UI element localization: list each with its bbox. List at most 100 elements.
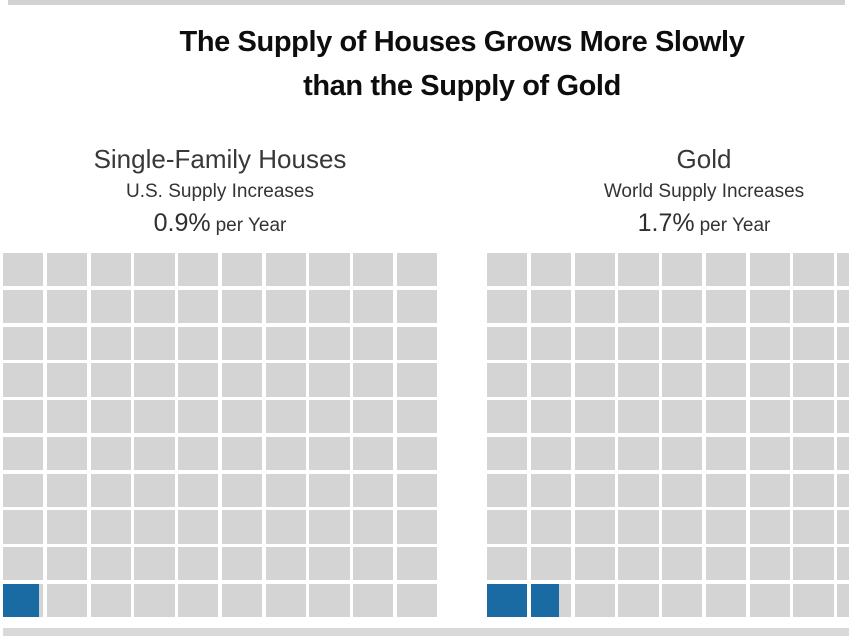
waffle-cell [134, 289, 175, 323]
waffle-cell [178, 289, 219, 323]
waffle-cell [487, 363, 528, 397]
waffle-cell [793, 253, 834, 287]
waffle-cell [574, 253, 615, 287]
waffle-cell [353, 436, 394, 470]
waffle-cell [837, 253, 849, 287]
panel-gold-subheading: World Supply Increases [603, 181, 805, 202]
waffle-cell [396, 363, 437, 397]
waffle-cell [221, 363, 262, 397]
waffle-cell [90, 400, 131, 434]
waffle-cell [618, 583, 659, 617]
waffle-cell [309, 473, 350, 507]
waffle-cell [793, 583, 834, 617]
waffle-cell [837, 400, 849, 434]
waffle-cell [221, 510, 262, 544]
waffle-cell [265, 583, 306, 617]
waffle-cell [487, 436, 528, 470]
waffle-cell [46, 289, 87, 323]
waffle-cell [396, 326, 437, 360]
waffle-cell [793, 289, 834, 323]
waffle-cell [618, 289, 659, 323]
waffle-cell [662, 253, 703, 287]
waffle-cell [530, 510, 571, 544]
waffle-cell [574, 289, 615, 323]
waffle-cell [265, 547, 306, 581]
waffle-cell [90, 510, 131, 544]
waffle-cell [705, 547, 746, 581]
waffle-cell [46, 583, 87, 617]
waffle-cell [221, 547, 262, 581]
waffle-cell [3, 400, 44, 434]
waffle-cell [574, 510, 615, 544]
waffle-cell [221, 473, 262, 507]
waffle-cell [705, 510, 746, 544]
waffle-cell [574, 436, 615, 470]
waffle-cell [705, 326, 746, 360]
waffle-cell [3, 289, 44, 323]
waffle-cell [90, 583, 131, 617]
waffle-cell [309, 510, 350, 544]
waffle-cell [396, 583, 437, 617]
waffle-cell [90, 547, 131, 581]
panel-houses-subheading: U.S. Supply Increases [126, 181, 314, 202]
waffle-cell [309, 253, 350, 287]
waffle-cell [221, 289, 262, 323]
waffle-cell [618, 436, 659, 470]
waffle-cell [309, 363, 350, 397]
waffle-cell [662, 583, 703, 617]
bottom-border-rule [3, 628, 849, 636]
waffle-cell [265, 326, 306, 360]
panel-gold: Gold World Supply Increases 1.7% per Year [487, 140, 849, 617]
waffle-cell [618, 326, 659, 360]
panel-gold-heading: Gold [676, 144, 732, 174]
waffle-cell [705, 253, 746, 287]
waffle-cell [837, 363, 849, 397]
waffle-cell [793, 326, 834, 360]
waffle-cell [530, 363, 571, 397]
waffle-cell [46, 510, 87, 544]
waffle-cell [662, 363, 703, 397]
waffle-cell [530, 400, 571, 434]
waffle-cell [396, 400, 437, 434]
waffle-cell [178, 253, 219, 287]
waffle-cell [662, 436, 703, 470]
waffle-cell [90, 363, 131, 397]
waffle-cell [530, 253, 571, 287]
waffle-cell [353, 400, 394, 434]
waffle-cell [178, 473, 219, 507]
waffle-cell [3, 547, 44, 581]
waffle-cell [3, 436, 44, 470]
waffle-cell [3, 363, 44, 397]
waffle-cell [749, 289, 790, 323]
waffle-cell [46, 253, 87, 287]
waffle-cell [574, 547, 615, 581]
waffle-cell [749, 363, 790, 397]
waffle-cell [487, 326, 528, 360]
waffle-cell [178, 326, 219, 360]
waffle-cell [3, 510, 44, 544]
waffle-cell [662, 510, 703, 544]
waffle-cell [265, 289, 306, 323]
waffle-cell [530, 547, 571, 581]
waffle-cell [749, 253, 790, 287]
waffle-cell [134, 436, 175, 470]
waffle-cell [574, 363, 615, 397]
waffle-cell [353, 547, 394, 581]
waffle-cell [134, 253, 175, 287]
waffle-cell [3, 253, 44, 287]
waffle-cell [46, 400, 87, 434]
waffle-cell [265, 436, 306, 470]
waffle-cell [353, 253, 394, 287]
waffle-cell [705, 363, 746, 397]
waffle-cell [749, 547, 790, 581]
waffle-cell [530, 583, 571, 617]
waffle-cell [265, 253, 306, 287]
waffle-cell [487, 400, 528, 434]
waffle-cell [396, 473, 437, 507]
waffle-cell [221, 253, 262, 287]
chart-title-line1: The Supply of Houses Grows More Slowly [179, 26, 745, 58]
waffle-cell [662, 289, 703, 323]
waffle-cell [530, 436, 571, 470]
waffle-cell [178, 436, 219, 470]
waffle-cell [749, 400, 790, 434]
